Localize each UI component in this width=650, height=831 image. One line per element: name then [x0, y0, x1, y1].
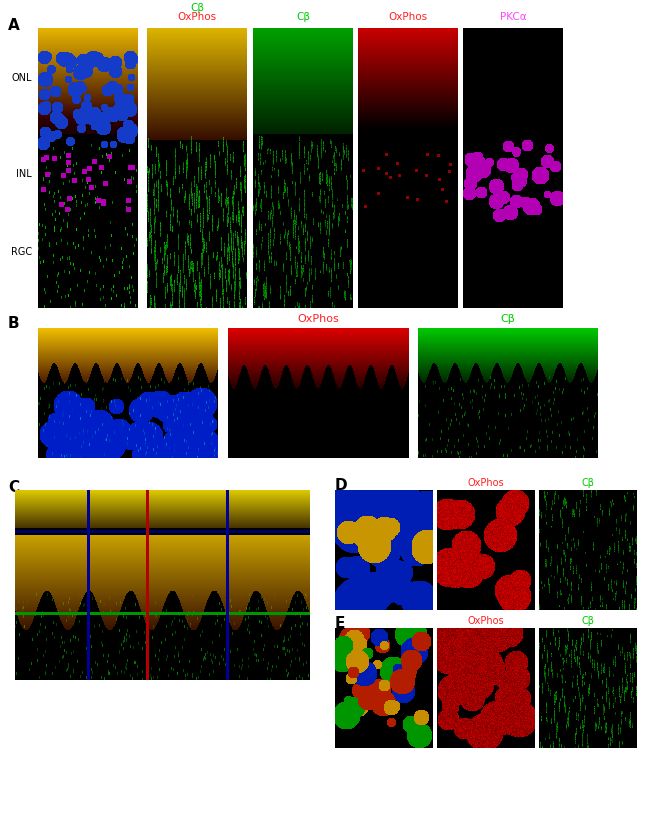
Text: RGC: RGC: [11, 247, 32, 257]
Text: Merge: Merge: [369, 478, 399, 488]
Text: Cβ: Cβ: [582, 616, 595, 626]
Text: INL: INL: [16, 169, 32, 179]
Text: ONL: ONL: [12, 73, 32, 83]
Text: D: D: [335, 478, 348, 493]
Text: Cβ: Cβ: [190, 3, 204, 13]
Text: Cβ: Cβ: [582, 478, 595, 488]
Text: OxPhos: OxPhos: [177, 12, 216, 22]
Text: A: A: [8, 18, 20, 33]
Text: OxPhos: OxPhos: [297, 314, 339, 324]
Text: C: C: [8, 480, 19, 495]
Text: Cβ: Cβ: [296, 12, 310, 22]
Text: PKCα: PKCα: [500, 12, 526, 22]
Text: OxPhos: OxPhos: [468, 478, 504, 488]
Text: Cβ: Cβ: [500, 314, 515, 324]
Text: B: B: [8, 316, 20, 331]
Text: OxPhos: OxPhos: [389, 12, 428, 22]
Text: Merge: Merge: [111, 314, 146, 324]
Text: OxPhos: OxPhos: [468, 616, 504, 626]
Text: Merge: Merge: [369, 616, 399, 626]
Text: E: E: [335, 616, 345, 631]
Text: Merge: Merge: [72, 12, 104, 22]
